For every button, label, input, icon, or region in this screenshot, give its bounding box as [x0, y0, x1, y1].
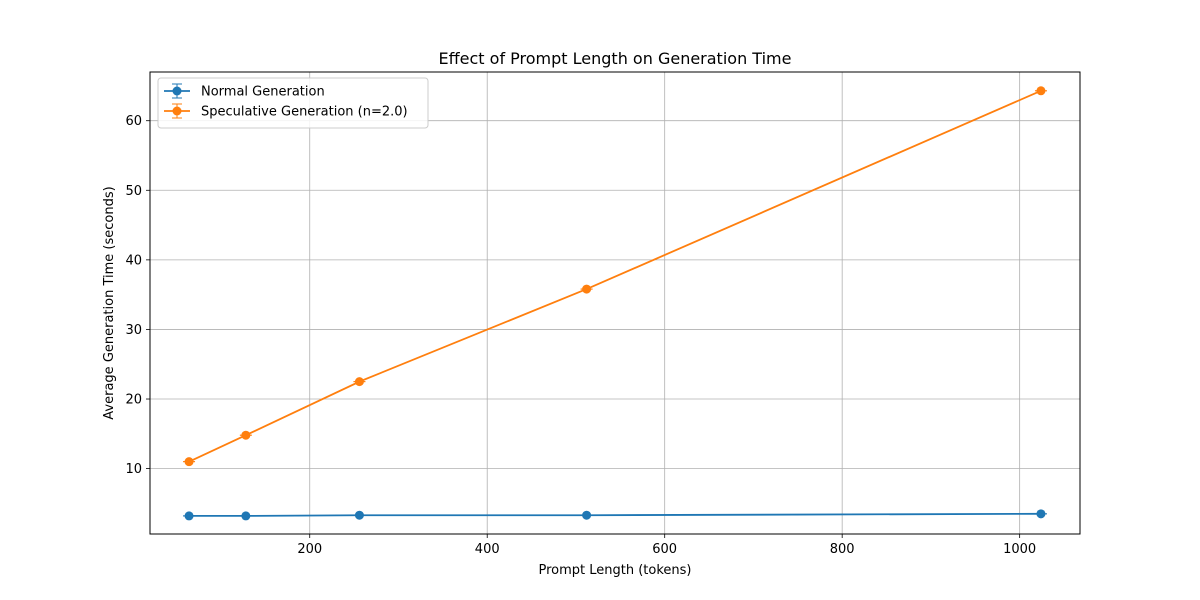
data-point [354, 510, 364, 520]
y-tick-label: 20 [125, 393, 142, 408]
x-tick-label: 800 [830, 542, 855, 557]
legend: Normal Generation Speculative Generation … [157, 77, 429, 129]
series-0 [183, 509, 1047, 521]
y-tick-label: 30 [125, 323, 142, 338]
plot-frame [149, 71, 1081, 535]
y-tick-label: 40 [125, 253, 142, 268]
legend-item: Normal Generation [164, 83, 325, 100]
y-tick-label: 10 [125, 462, 142, 477]
data-point [184, 511, 194, 521]
y-tick-label: 50 [125, 184, 142, 199]
x-tick-label: 200 [297, 542, 322, 557]
data-point [354, 377, 364, 387]
legend-label: Speculative Generation (n=2.0) [201, 105, 408, 120]
legend-marker [172, 86, 182, 96]
legend-item: Speculative Generation (n=2.0) [164, 103, 408, 120]
data-point [241, 430, 251, 440]
series-group [183, 86, 1047, 521]
x-tick-label: 400 [475, 542, 500, 557]
data-point [184, 457, 194, 467]
legend-marker [172, 106, 182, 116]
series-1 [183, 86, 1047, 467]
data-point [1036, 509, 1046, 519]
ticks: 200 400 600 800 1000 10 20 30 40 50 60 [125, 114, 1036, 557]
data-point [241, 511, 251, 521]
x-axis-label: Prompt Length (tokens) [538, 563, 691, 578]
data-point [582, 510, 592, 520]
chart-title: Effect of Prompt Length on Generation Ti… [439, 49, 792, 68]
grid [150, 72, 1080, 534]
legend-label: Normal Generation [201, 85, 325, 100]
y-tick-label: 60 [125, 114, 142, 129]
y-axis-label: Average Generation Time (seconds) [102, 186, 117, 419]
x-tick-label: 600 [652, 542, 677, 557]
data-point [582, 284, 592, 294]
x-tick-label: 1000 [1003, 542, 1036, 557]
data-point [1036, 86, 1046, 96]
legend-box [157, 77, 429, 129]
